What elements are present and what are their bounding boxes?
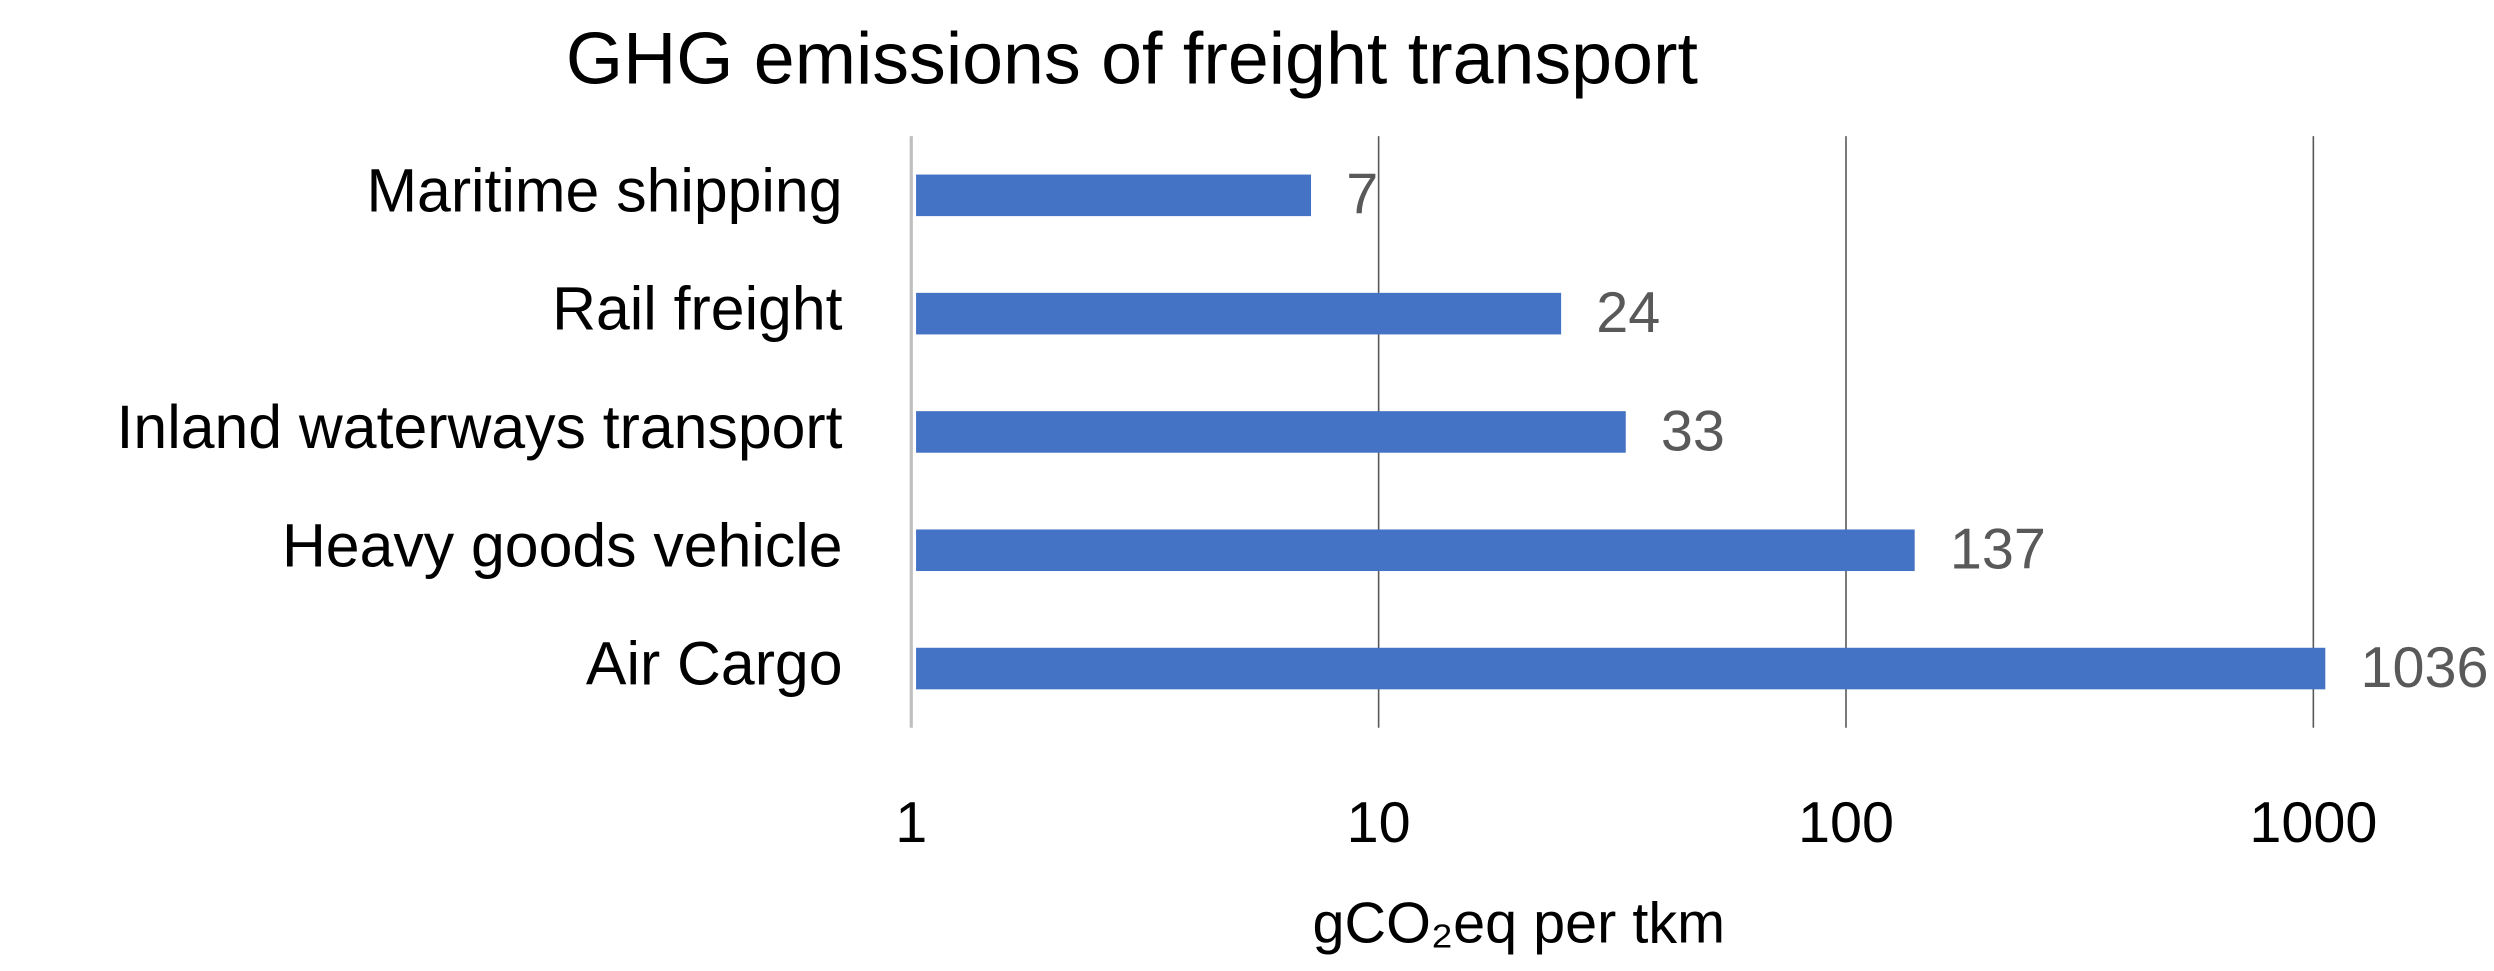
value-label: 33 (1661, 399, 1725, 463)
bar (916, 647, 2326, 690)
y-tick-label: Inland waterways transport (117, 393, 843, 461)
x-tick-label: 100 (1798, 791, 1894, 855)
x-axis-label: gCO₂eq per tkm (1313, 892, 1726, 956)
x-tick-label: 10 (1347, 791, 1411, 855)
bar (916, 529, 1915, 572)
y-tick-label: Air Cargo (586, 630, 843, 698)
x-tick-label: 1000 (2249, 791, 2377, 855)
bar (916, 174, 1312, 217)
bar (916, 292, 1562, 335)
x-tick-label: 1 (895, 791, 927, 855)
value-label: 1036 (2360, 636, 2488, 700)
value-label: 137 (1950, 518, 2046, 582)
value-label: 7 (1346, 163, 1378, 227)
y-tick-label: Heavy goods vehicle (282, 511, 843, 579)
y-tick-label: Maritime shipping (366, 156, 842, 224)
value-label: 24 (1596, 281, 1660, 345)
y-tick-label: Rail freight (552, 275, 842, 343)
chart-title: GHG emissions of freight transport (566, 17, 1698, 100)
bar (916, 411, 1626, 453)
